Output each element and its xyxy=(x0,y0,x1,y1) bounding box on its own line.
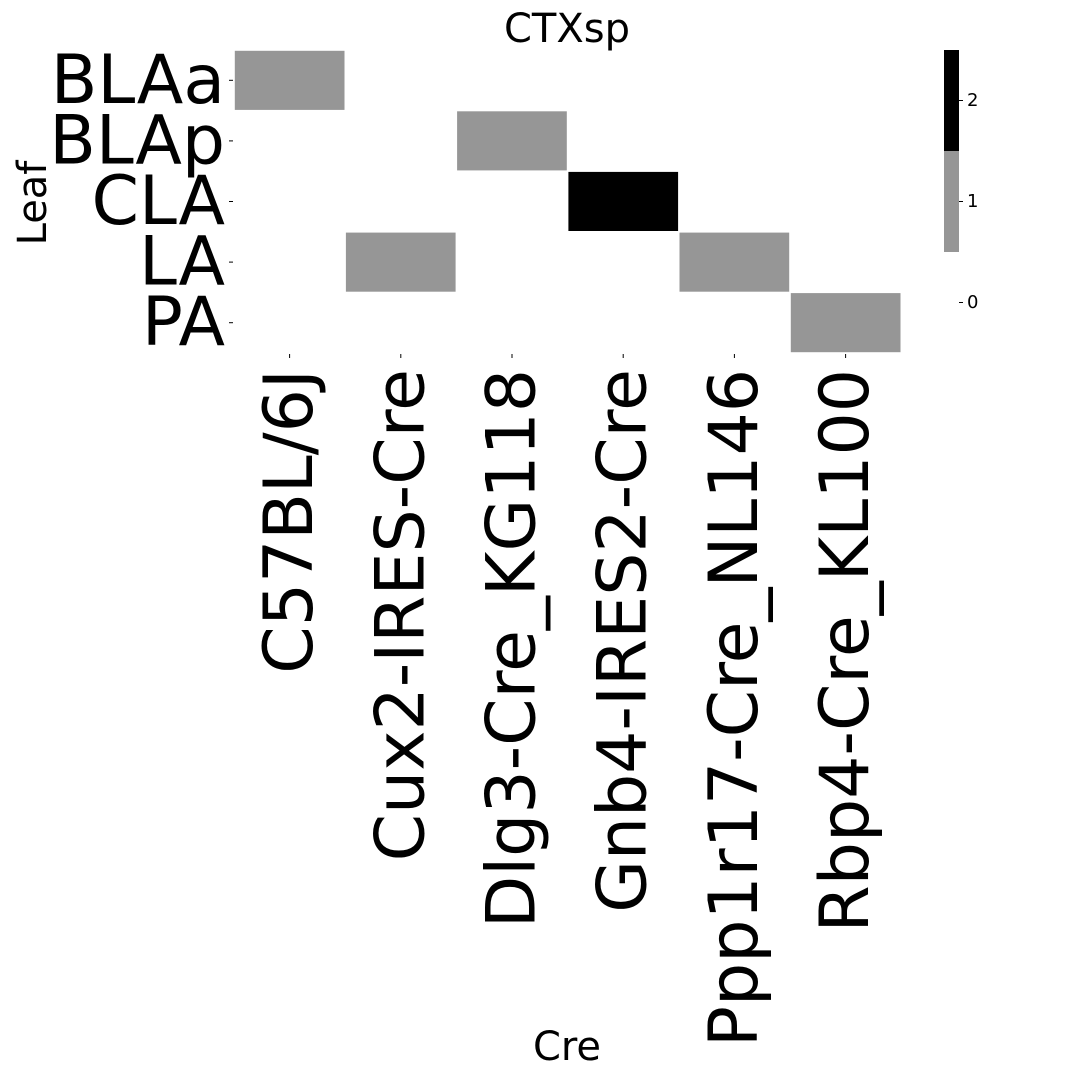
heatmap-cell xyxy=(790,171,901,231)
heatmap-cell xyxy=(234,232,345,292)
heatmap-cell xyxy=(234,171,345,231)
heatmap-cell xyxy=(234,293,345,353)
x-tick-label: Dlg3-Cre_KG118 xyxy=(473,369,552,928)
heatmap-cell xyxy=(790,111,901,171)
heatmap-cell xyxy=(345,293,456,353)
heatmap-cell xyxy=(568,171,679,231)
heatmap-cell xyxy=(457,232,567,292)
heatmap-cell xyxy=(345,232,456,292)
heatmap-cell xyxy=(234,111,345,171)
x-axis: C57BL/6J Cux2-IRES-Cre Dlg3-Cre_KG118 Gnb4-… xyxy=(250,354,885,1047)
heatmap-cells xyxy=(234,50,901,353)
y-axis-label: Leaf xyxy=(10,160,56,246)
colorbar-tick-label: 0 xyxy=(967,292,978,313)
heatmap-cell xyxy=(568,111,679,171)
y-tick-label: CLA xyxy=(92,162,225,241)
heatmap-cell xyxy=(679,111,790,171)
x-tick-label: Cux2-IRES-Cre xyxy=(361,369,440,861)
colorbar-segment xyxy=(944,151,959,252)
y-tick-label: LA xyxy=(139,223,225,302)
heatmap-cell xyxy=(457,111,567,171)
heatmap-cell xyxy=(679,171,790,231)
heatmap-cell xyxy=(568,293,679,353)
heatmap-cell xyxy=(679,50,790,110)
heatmap-cell xyxy=(345,111,456,171)
y-tick-label: BLAa xyxy=(51,41,225,120)
colorbar-segment xyxy=(944,50,959,151)
heatmap-cell xyxy=(568,232,679,292)
chart-title: CTXsp xyxy=(504,6,630,52)
y-tick-label: BLAp xyxy=(49,101,225,180)
x-tick-label: Ppp1r17-Cre_NL146 xyxy=(695,369,774,1047)
heatmap-cell xyxy=(790,232,901,292)
x-tick-label: Gnb4-IRES2-Cre xyxy=(584,369,663,913)
heatmap-cell xyxy=(568,50,679,110)
heatmap-cell xyxy=(345,171,456,231)
colorbar-segment xyxy=(944,252,959,353)
colorbar-tick-label: 2 xyxy=(967,90,978,111)
colorbar-tick-label: 1 xyxy=(967,191,978,212)
y-tick-label: PA xyxy=(142,283,225,362)
heatmap-cell xyxy=(790,293,901,353)
heatmap-cell xyxy=(457,293,567,353)
heatmap-cell xyxy=(234,50,345,110)
colorbar: 0 1 2 xyxy=(944,50,978,353)
x-tick-label: Rbp4-Cre_KL100 xyxy=(806,369,885,932)
heatmap-cell xyxy=(679,232,790,292)
heatmap-cell xyxy=(457,171,567,231)
heatmap-cell xyxy=(457,50,567,110)
heatmap-cell xyxy=(345,50,456,110)
x-axis-label: Cre xyxy=(533,1024,601,1070)
heatmap-cell xyxy=(790,50,901,110)
x-tick-label: C57BL/6J xyxy=(250,369,329,674)
heatmap-cell xyxy=(679,293,790,353)
